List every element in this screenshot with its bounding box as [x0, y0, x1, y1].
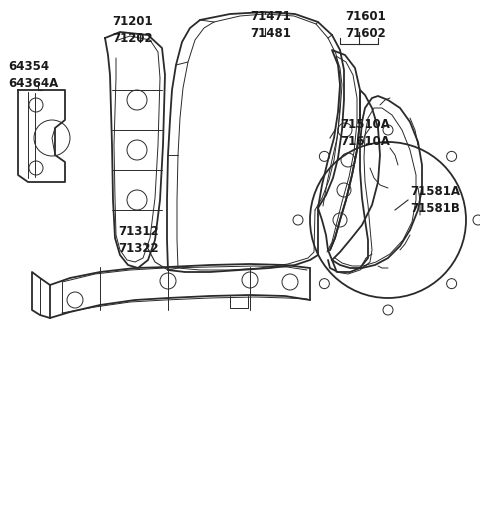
Text: 71312
71322: 71312 71322 [118, 225, 158, 255]
Text: 71601
71602: 71601 71602 [345, 10, 386, 40]
Text: 64354
64364A: 64354 64364A [8, 60, 58, 90]
Text: 71581A
71581B: 71581A 71581B [410, 185, 460, 215]
Text: 71510A
71610A: 71510A 71610A [340, 118, 390, 148]
Text: 71201
71202: 71201 71202 [112, 15, 153, 45]
Text: 71471
71481: 71471 71481 [250, 10, 291, 40]
